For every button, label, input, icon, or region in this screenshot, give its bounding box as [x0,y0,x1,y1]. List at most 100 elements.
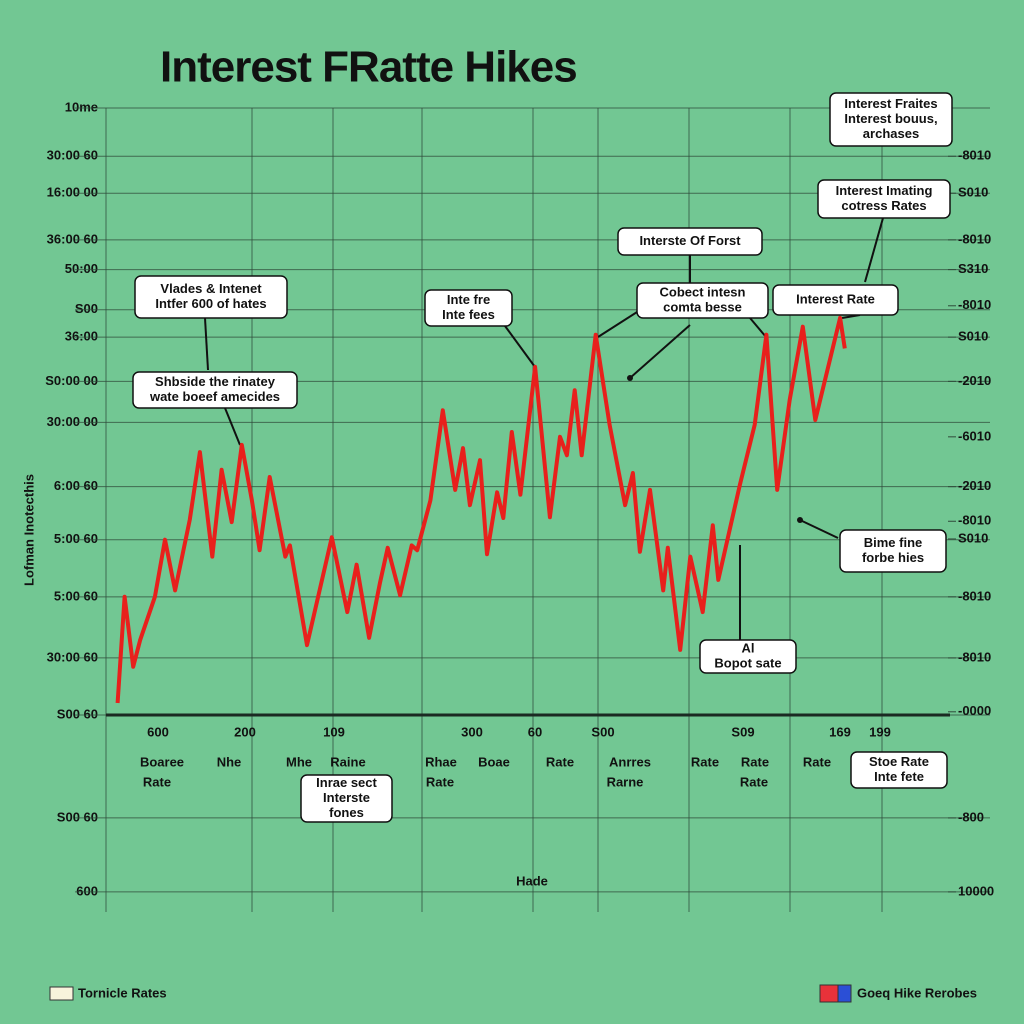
y2-tick-label: 10000 [958,883,994,898]
annotation-text: Inte fete [874,769,924,784]
legend-swatch [49,986,74,1001]
annotation-box [699,639,797,674]
x-tick-label: 60 [528,724,542,739]
y-tick-label: 16:00 00 [47,185,98,200]
x-tick-label: Mhe [286,754,312,769]
x-tick-label: Rate [691,754,719,769]
leader-dot [797,517,803,523]
y2-tick-label: -8010 [958,513,991,528]
x-tick-label: Rhae [425,754,457,769]
x-tick-label: Rarne [607,774,644,789]
annotation-text: Interest Rate [796,291,875,306]
x-tick-label: Rate [143,774,171,789]
y-tick-label: S0:00 00 [45,373,98,388]
y-tick-label: 600 [76,883,98,898]
x-tick-label: 600 [147,724,169,739]
annotation-box [300,774,393,823]
annotation-text: wate boeef amecides [149,389,280,404]
legend-label: Goeq Hike Rerobes [857,985,977,1000]
annotation-box [132,371,298,409]
annotation-text: Stoe Rate [869,754,929,769]
y-tick-label: 30:00 60 [47,649,98,664]
annotation-box [839,529,947,573]
leader-line [597,311,638,338]
y2-tick-label: -2010 [958,373,991,388]
leader-line [204,317,209,371]
y2-tick-label: S010 [958,530,988,545]
annotation-text: fones [329,805,364,820]
y2-tick-label: S010 [958,185,988,200]
y-tick-label: S00 60 [57,706,98,721]
annotation-text: Inte fre [447,292,490,307]
leader-line [224,407,241,446]
annotation-text: Bime fine [864,535,923,550]
chart-title: Interest FRatte Hikes [160,43,577,92]
annotation: Interest Rate [772,284,899,316]
y-tick-label: 30:00 00 [47,414,98,429]
annotation-text: cotress Rates [841,198,926,213]
x-tick-label: S00 [591,724,614,739]
x-axis-title: Hade [516,873,548,888]
leader-line [749,317,767,338]
y-axis-title: Lofman Inotecthis [21,474,36,586]
x-tick-label: 200 [234,724,256,739]
y-tick-label: S00 [75,301,98,316]
legend-swatch [837,984,852,1003]
x-tick-label: Rate [426,774,454,789]
y2-tick-label: -800 [958,809,984,824]
annotation-box [134,275,288,319]
annotation-box [617,227,763,256]
x-tick-label: Anrres [609,754,651,769]
annotation: Interste Of Forst [617,227,763,256]
data-line [115,315,847,704]
leader-line [504,325,536,368]
y-tick-label: S00 60 [57,809,98,824]
y-tick-label: 10me [65,99,98,114]
legend-label: Tornicle Rates [78,985,167,1000]
x-tick-label: Nhe [217,754,242,769]
y2-tick-label: -8010 [958,148,991,163]
annotation-text: Cobect intesn [660,284,746,299]
annotation-box [772,284,899,316]
x-tick-label: Rate [741,754,769,769]
x-tick-label: S09 [731,724,754,739]
y-tick-label: 50:00 [65,261,98,276]
x-tick-label: Rate [546,754,574,769]
x-tick-label: 169 [829,724,851,739]
x-tick-label: Rate [803,754,831,769]
x-tick-label: 300 [461,724,483,739]
annotation-text: Vlades & Intenet [160,281,262,296]
y-tick-label: 5:00 60 [54,588,98,603]
annotation-text: Shbside the rinatey [155,374,276,389]
legend-swatch [819,984,839,1003]
x-tick-label: Boaree [140,754,184,769]
annotation-text: comta besse [663,299,742,314]
x-tick-label: Rate [740,774,768,789]
y2-tick-label: -8010 [958,649,991,664]
annotation-text: Bopot sate [714,655,781,670]
annotation-text: forbe hies [862,550,924,565]
annotation-box [636,282,769,319]
y2-tick-label: -2010 [958,478,991,493]
y-tick-label: 36:00 [65,329,98,344]
annotation-text: Al [742,640,755,655]
leader-dot [627,375,633,381]
annotation-text: Interest Fraites [844,96,937,111]
annotation-text: archases [863,126,919,141]
annotation-text: Interste Of Forst [639,233,741,248]
annotation-text: Interste [323,790,370,805]
annotation-box [424,289,513,327]
annotation-text: Inte fees [442,307,495,322]
annotation-box [850,751,948,789]
x-tick-label: Boae [478,754,510,769]
annotation-box [817,179,951,219]
leader-line [799,519,839,539]
leader-line [629,324,691,379]
